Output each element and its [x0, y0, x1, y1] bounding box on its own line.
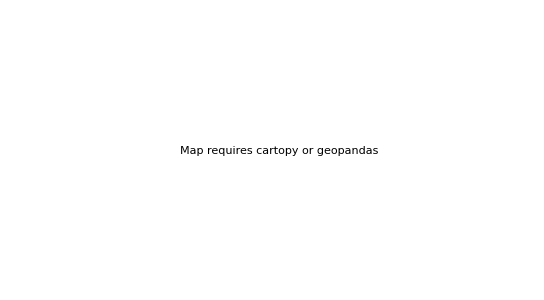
Text: Map requires cartopy or geopandas: Map requires cartopy or geopandas: [180, 146, 378, 157]
